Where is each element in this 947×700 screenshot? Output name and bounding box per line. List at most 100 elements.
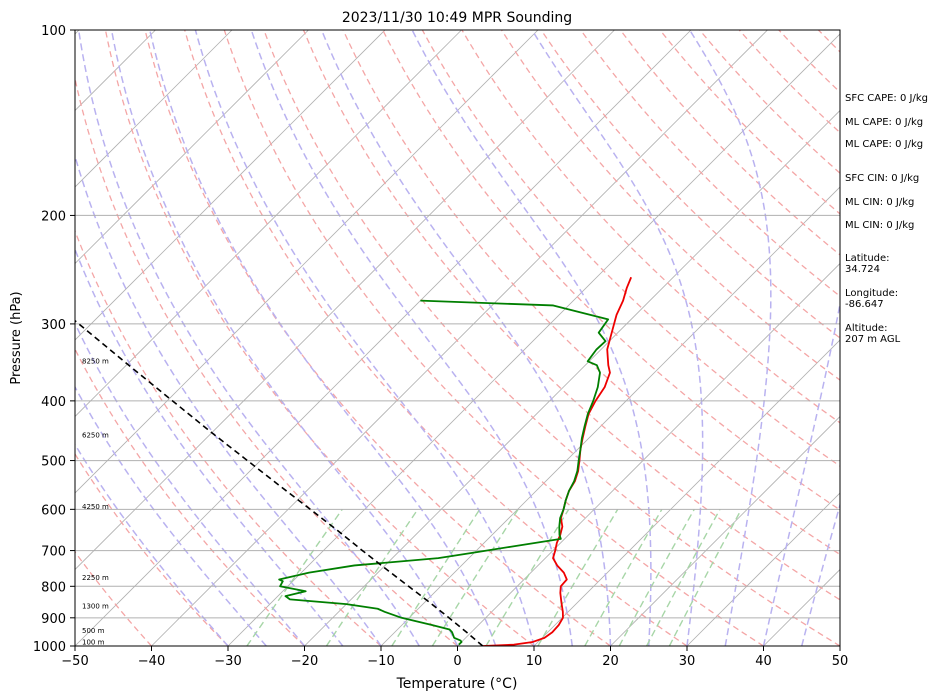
ml-cape: ML CAPE: 0 J/kg — [845, 117, 924, 128]
x-axis-ticks: −50 −40 −30 −20 −10 0 10 20 30 40 50 — [61, 646, 848, 669]
moist-adiabat-line — [411, 30, 652, 646]
moist-adiabat-line — [75, 385, 267, 646]
isotherm-line — [75, 30, 309, 265]
isotherm-line — [227, 33, 840, 646]
moist-adiabat-line — [110, 30, 459, 646]
dry-adiabat-line — [342, 30, 840, 556]
y-tick-label: 300 — [41, 318, 66, 333]
height-label: 6250 m — [82, 431, 109, 439]
sfc-cin: SFC CIN: 0 J/kg — [845, 173, 920, 184]
ml-cape-2: ML CAPE: 0 J/kg — [845, 139, 924, 150]
moist-adiabat-line — [75, 153, 382, 646]
x-tick-label: 40 — [755, 654, 772, 669]
y-tick-label: 1000 — [33, 640, 66, 655]
mixing-ratio-line — [485, 508, 570, 646]
dry-adiabat-line — [263, 30, 840, 646]
y-tick-label: 100 — [41, 24, 66, 39]
dry-adiabat-line — [144, 30, 611, 646]
y-tick-label: 200 — [41, 209, 66, 224]
isotherm-line — [75, 30, 692, 646]
y-tick-label: 400 — [41, 395, 66, 410]
dry-adiabat-line — [104, 30, 535, 646]
x-tick-label: −50 — [61, 654, 88, 669]
isotherm-line — [457, 262, 840, 646]
isobars — [75, 29, 840, 647]
isotherm-line — [75, 30, 233, 188]
isotherm-line — [75, 30, 615, 571]
parcel-profile — [75, 319, 484, 646]
height-label: 100 m — [82, 638, 105, 646]
dry-adiabat-line — [75, 229, 382, 646]
dry-adiabat-line — [184, 30, 688, 646]
longitude-value: -86.647 — [845, 299, 884, 310]
isotherm-line — [151, 30, 768, 646]
x-tick-label: 20 — [602, 654, 619, 669]
x-tick-label: 50 — [832, 654, 849, 669]
dry-adiabat-line — [382, 30, 840, 511]
isotherm-line — [533, 339, 840, 646]
x-tick-label: 0 — [453, 654, 461, 669]
chart-title: 2023/11/30 10:49 MPR Sounding — [342, 10, 572, 26]
altitude-value: 207 m AGL — [845, 334, 901, 345]
moist-adiabat-line — [801, 502, 840, 646]
moist-adiabat-line — [75, 321, 306, 646]
mixing-ratio-line — [431, 508, 519, 646]
isotherm-line — [75, 30, 539, 494]
ml-cin-2: ML CIN: 0 J/kg — [845, 220, 915, 231]
isotherm-line — [75, 30, 386, 341]
x-tick-label: 30 — [679, 654, 696, 669]
latitude-label: Latitude: — [845, 253, 890, 264]
dry-adiabat-line — [75, 75, 458, 646]
dry-adiabat-line — [223, 30, 764, 646]
y-axis-label: Pressure (hPa) — [9, 291, 24, 384]
x-tick-label: 10 — [526, 654, 543, 669]
altitude-label: Altitude: — [845, 323, 888, 334]
y-tick-label: 600 — [41, 503, 66, 518]
mixing-ratio-line — [668, 509, 742, 646]
x-tick-label: −10 — [367, 654, 394, 669]
plot-frame — [74, 29, 841, 647]
longitude-label: Longitude: — [845, 288, 899, 299]
dry-adiabat-line — [580, 30, 840, 298]
y-tick-label: 900 — [41, 612, 66, 627]
background-lines — [0, 30, 840, 646]
isotherm-line — [686, 492, 840, 646]
moist-adiabat-line — [762, 300, 840, 646]
dry-adiabat-line — [75, 452, 229, 646]
height-label: 1300 m — [82, 602, 109, 610]
y-tick-label: 700 — [41, 545, 66, 560]
x-tick-label: −30 — [214, 654, 241, 669]
x-axis-label: Temperature (°C) — [396, 676, 518, 692]
isotherm-line — [380, 186, 840, 646]
ml-cin: ML CIN: 0 J/kg — [845, 197, 915, 208]
isotherm-line — [610, 415, 840, 646]
y-tick-label: 500 — [41, 455, 66, 470]
isotherm-line — [0, 30, 3, 646]
y-axis-ticks: 100 200 300 400 500 600 700 800 900 1000 — [33, 24, 75, 655]
isotherm-line — [75, 30, 462, 418]
height-label: 500 m — [82, 627, 105, 635]
moist-adiabat-line — [75, 247, 344, 646]
height-labels: 100 m 500 m 1300 m 2250 m 4250 m 6250 m 8250 m — [82, 357, 109, 646]
height-label: 2250 m — [82, 574, 109, 582]
x-tick-label: −40 — [138, 654, 165, 669]
moist-adiabat-line — [689, 30, 772, 646]
moist-adiabat-line — [75, 443, 229, 646]
latitude-value: 34.724 — [845, 264, 880, 275]
mixing-ratio-line — [246, 508, 343, 646]
height-label: 4250 m — [82, 503, 109, 511]
moist-adiabat-line — [77, 30, 420, 646]
y-tick-label: 800 — [41, 580, 66, 595]
profiles — [75, 276, 632, 646]
moist-adiabat-line — [250, 30, 573, 646]
moist-adiabat-line — [531, 30, 704, 646]
moist-adiabat-line — [194, 30, 535, 646]
dewpoint-profile — [278, 299, 610, 646]
dry-adiabat-line — [75, 347, 305, 646]
height-label: 8250 m — [82, 357, 109, 365]
moist-adiabat-line — [149, 30, 497, 646]
x-tick-label: −20 — [291, 654, 318, 669]
sfc-cape: SFC CAPE: 0 J/kg — [845, 93, 928, 104]
isotherm-line — [304, 109, 840, 646]
